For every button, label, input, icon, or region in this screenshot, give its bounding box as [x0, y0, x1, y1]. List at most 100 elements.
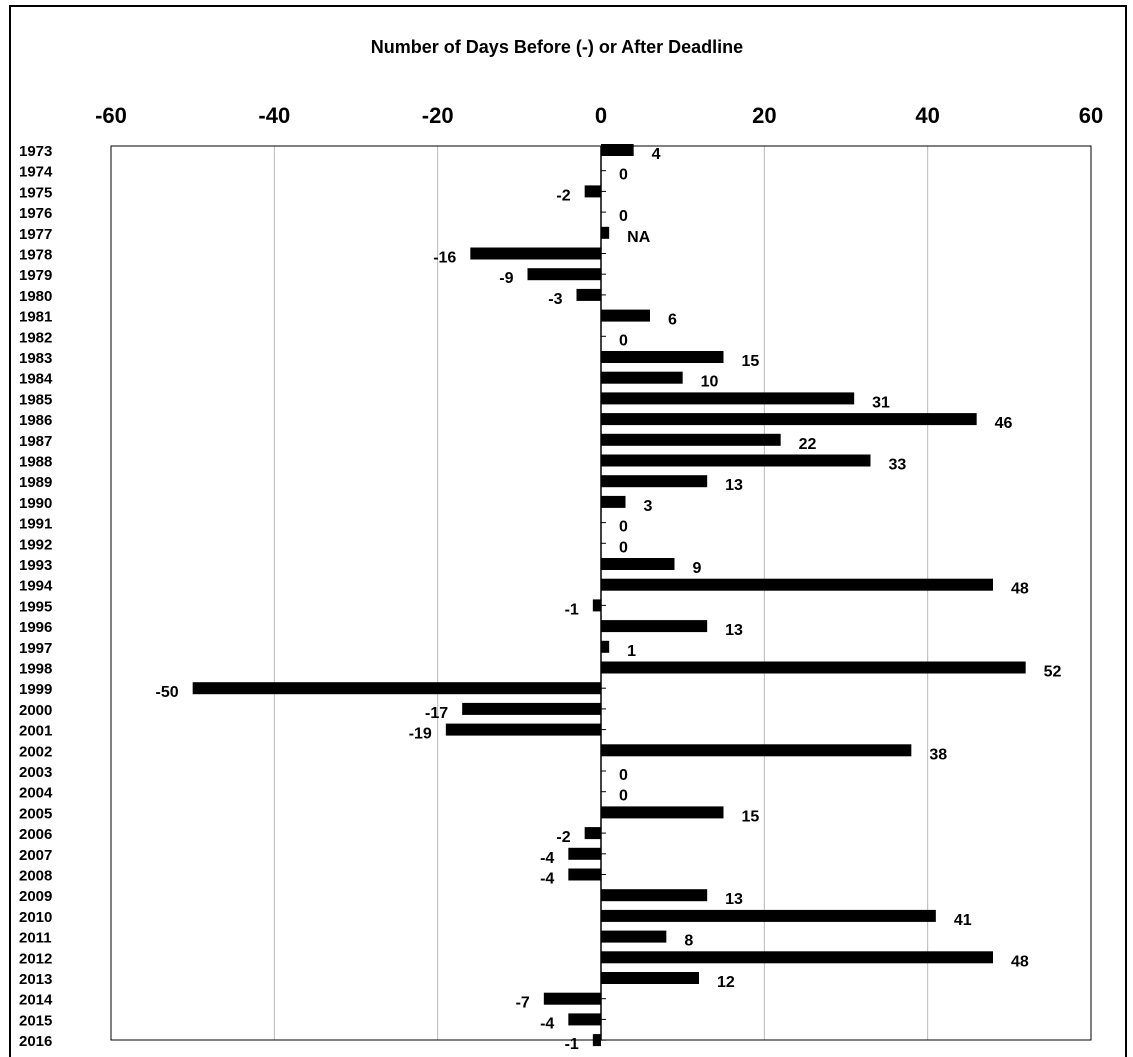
x-tick-label: 0 [595, 103, 607, 128]
bar [568, 847, 601, 860]
bar [601, 413, 977, 426]
data-label: -3 [548, 291, 562, 308]
data-labels: 40-20NA-16-9-36015103146223313300948-113… [156, 146, 1062, 1053]
bar [601, 806, 724, 819]
data-label: 48 [1011, 581, 1029, 598]
data-label: -17 [425, 705, 448, 722]
data-label: 0 [619, 208, 628, 225]
year-label: 1999 [19, 681, 52, 698]
year-label: 2012 [19, 950, 52, 967]
year-label: 2002 [19, 743, 52, 760]
data-label: 13 [725, 477, 743, 494]
data-label: 0 [619, 167, 628, 184]
data-label: 1 [627, 643, 636, 660]
bar [601, 309, 650, 322]
data-label: 8 [684, 933, 693, 950]
bar [601, 392, 855, 405]
data-label: 3 [644, 498, 653, 515]
x-tick-label: 60 [1079, 103, 1103, 128]
year-label: 1982 [19, 329, 52, 346]
bar [601, 558, 675, 570]
data-label: -4 [540, 850, 554, 867]
year-labels: 1973 1974 1975 1976 1977 1978 1979 1980 1981 1982… [19, 143, 53, 1050]
year-label: 1987 [19, 433, 52, 450]
bar [584, 185, 601, 198]
data-label: -4 [540, 871, 554, 888]
bar [601, 475, 708, 488]
data-label: -1 [565, 1036, 579, 1053]
bar [601, 951, 993, 964]
year-label: 2001 [19, 723, 52, 740]
bar [527, 268, 601, 281]
data-label: -1 [565, 601, 579, 618]
year-label: 1981 [19, 309, 52, 326]
year-label: 1984 [19, 371, 53, 388]
x-tick-label: 40 [915, 103, 939, 128]
data-label: 0 [619, 767, 628, 784]
bar [192, 682, 601, 695]
x-tick-labels: -60 -40 -20 0 20 40 60 [95, 103, 1103, 128]
year-label: 1977 [19, 226, 52, 243]
year-label: 1986 [19, 412, 52, 429]
data-label: 0 [619, 519, 628, 536]
data-label: 15 [742, 353, 760, 370]
year-label: 1993 [19, 557, 52, 574]
year-label: 2006 [19, 826, 52, 843]
data-label: -9 [499, 270, 513, 287]
x-tick-label: -60 [95, 103, 127, 128]
bar [601, 640, 610, 653]
data-label: 0 [619, 788, 628, 805]
data-label: -19 [409, 726, 432, 743]
data-label: 6 [668, 312, 677, 329]
year-label: 2004 [19, 785, 53, 802]
year-label: 2015 [19, 1012, 52, 1029]
data-label: 0 [619, 332, 628, 349]
bar [601, 889, 708, 902]
year-label: 2008 [19, 868, 52, 885]
bar [568, 868, 601, 881]
year-label: 2016 [19, 1033, 52, 1050]
data-label: 52 [1044, 664, 1062, 681]
bar [601, 454, 871, 467]
bar [543, 992, 601, 1005]
bar [601, 371, 683, 384]
year-label: 1995 [19, 598, 52, 615]
year-label: 1975 [19, 184, 52, 201]
data-label: 33 [889, 457, 907, 474]
year-label: 1976 [19, 205, 52, 222]
chart-frame [9, 5, 1127, 1057]
year-label: 1983 [19, 350, 52, 367]
year-label: 1990 [19, 495, 52, 512]
data-label: -4 [540, 1015, 554, 1032]
data-label: 48 [1011, 953, 1029, 970]
bar [601, 930, 667, 943]
year-label: 2014 [19, 992, 53, 1009]
year-label: 2007 [19, 847, 52, 864]
bar [601, 578, 993, 591]
data-label: 0 [619, 539, 628, 556]
bar [576, 288, 601, 301]
year-label: 1988 [19, 454, 52, 471]
chart-title: Number of Days Before (-) or After Deadl… [371, 37, 743, 57]
data-label: -2 [556, 187, 570, 204]
data-label: NA [627, 229, 651, 246]
data-label: 41 [954, 912, 972, 929]
bar [584, 827, 601, 840]
bar [601, 620, 708, 633]
bar [592, 1034, 601, 1047]
year-label: 1992 [19, 536, 52, 553]
year-label: 1974 [19, 164, 53, 181]
bar [601, 433, 781, 446]
year-label: 1991 [19, 516, 52, 533]
bar [601, 661, 1026, 674]
data-label: 12 [717, 974, 735, 991]
bar [462, 702, 601, 715]
data-label: 13 [725, 622, 743, 639]
bar [568, 1013, 601, 1026]
year-label: 2003 [19, 764, 52, 781]
year-label: 1980 [19, 288, 52, 305]
bar [445, 723, 601, 736]
year-label: 1996 [19, 619, 52, 636]
year-label: 1994 [19, 578, 53, 595]
data-label: 22 [799, 436, 817, 453]
